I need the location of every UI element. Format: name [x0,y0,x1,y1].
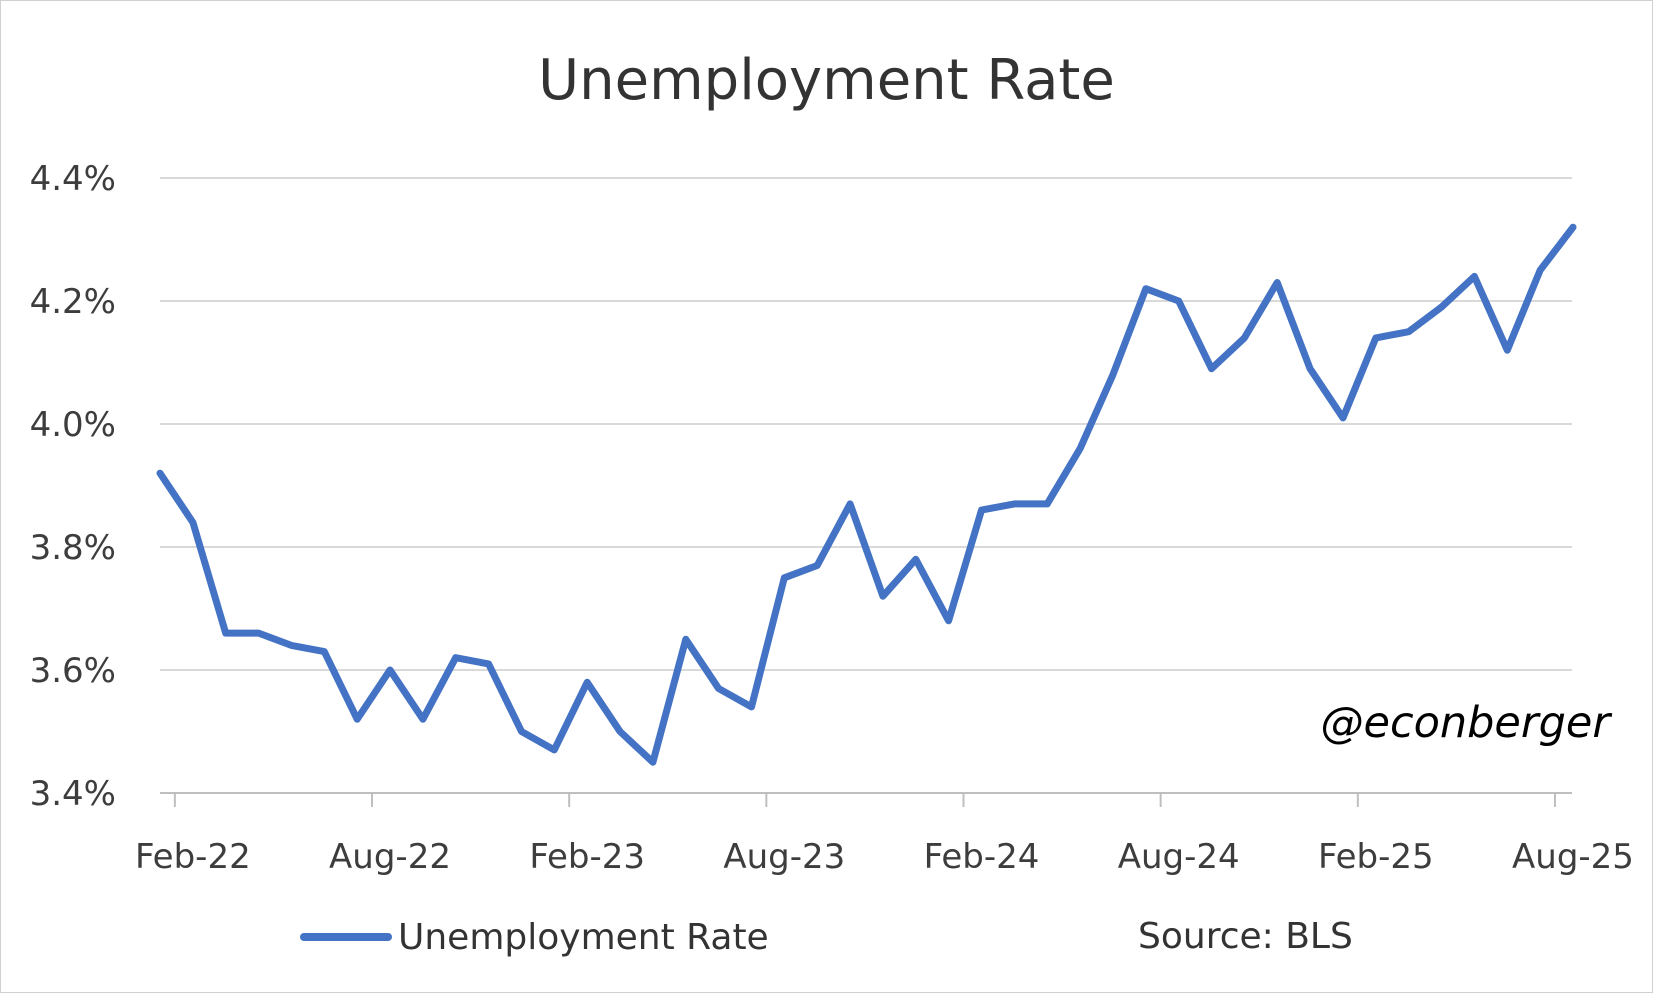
x-tick-label: Aug-23 [723,837,845,877]
x-tick-label: Feb-23 [529,837,645,877]
series-line-unemployment-rate [156,223,1577,766]
source-note: Source: BLS [1138,916,1353,957]
y-tick-label: 4.0% [30,405,116,445]
x-tick-label: Feb-22 [135,837,251,877]
x-tick-label: Aug-22 [329,837,451,877]
x-axis-labels: Feb-22 Aug-22 Feb-23 Aug-23 Feb-24 Aug-24 Feb-… [135,837,1634,877]
x-tick-label: Feb-24 [924,837,1040,877]
legend: Unemployment Rate [300,912,769,962]
y-tick-label: 4.4% [30,159,116,199]
x-tick-label: Aug-24 [1118,837,1240,877]
y-tick-label: 4.2% [30,282,116,322]
chart-title: Unemployment Rate [538,48,1115,113]
y-axis-labels: 3.4% 3.6% 3.8% 4.0% 4.2% 4.4% [30,159,116,814]
x-axis [160,792,1572,807]
y-tick-label: 3.8% [30,528,116,568]
legend-swatch [300,933,392,941]
y-tick-label: 3.6% [30,651,116,691]
x-tick-label: Feb-25 [1318,837,1434,877]
legend-label: Unemployment Rate [398,916,769,958]
watermark-handle: @econberger [1320,698,1610,748]
series-layer [156,223,1577,766]
y-tick-label: 3.4% [30,774,116,814]
gridlines [160,177,1572,671]
x-tick-label: Aug-25 [1512,837,1634,877]
